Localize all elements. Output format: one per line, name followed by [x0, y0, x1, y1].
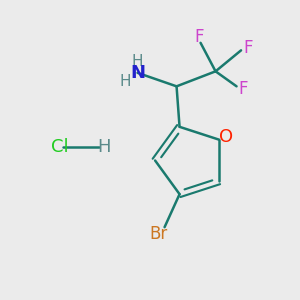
- Text: N: N: [130, 64, 145, 82]
- Text: Br: Br: [149, 225, 168, 243]
- Text: H: H: [98, 138, 111, 156]
- Text: F: F: [243, 39, 252, 57]
- Text: F: F: [194, 28, 204, 46]
- Text: Cl: Cl: [51, 138, 68, 156]
- Text: F: F: [238, 80, 248, 98]
- Text: H: H: [119, 74, 131, 89]
- Text: O: O: [219, 128, 233, 146]
- Text: H: H: [132, 54, 143, 69]
